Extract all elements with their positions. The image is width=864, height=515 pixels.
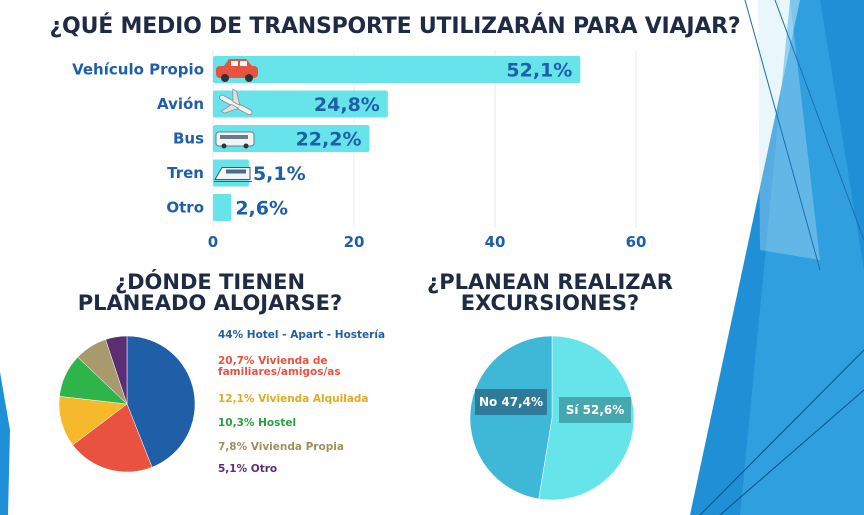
- airplane-icon: [219, 88, 253, 116]
- bar: [213, 56, 581, 83]
- pie-value-box: [559, 397, 631, 423]
- excursions-subtitle: ¿PLANEAN REALIZAR EXCURSIONES?: [400, 272, 700, 314]
- excursion-slice: [469, 335, 553, 500]
- bg-line: [719, 389, 864, 515]
- x-tick-label: 0: [208, 233, 218, 251]
- legend-item-hostel: 10,3% Hostel: [218, 417, 297, 429]
- category-label: Avión: [157, 95, 204, 113]
- lodging-slice: [72, 403, 153, 473]
- lodging-subtitle-line2: PLANEADO ALOJARSE?: [77, 291, 343, 315]
- value-label: 24,8%: [314, 94, 380, 116]
- legend-item-family-line1: 20,7% Vivienda de: [218, 355, 328, 367]
- lodging-slice: [126, 335, 196, 468]
- bg-line: [699, 349, 864, 515]
- value-label: 2,6%: [235, 198, 288, 220]
- category-label: Vehículo Propio: [72, 61, 204, 79]
- value-label: 52,1%: [506, 60, 572, 82]
- bar: [213, 90, 388, 118]
- value-label: 5,1%: [253, 163, 306, 185]
- category-label: Bus: [173, 130, 204, 148]
- bar: [213, 194, 232, 221]
- legend-item-other: 5,1% Otro: [218, 463, 278, 475]
- pie-value-label: Sí 52,6%: [566, 403, 625, 417]
- bg-shape-left: [0, 372, 10, 515]
- x-tick-label: 60: [626, 233, 647, 251]
- bg-line: [744, 0, 821, 271]
- legend-item-own: 7,8% Vivienda Propia: [218, 441, 344, 453]
- lodging-subtitle-line1: ¿DÓNDE TIENEN: [114, 270, 306, 294]
- x-tick-label: 40: [485, 233, 506, 251]
- lodging-slice: [105, 335, 128, 405]
- car-icon: [216, 59, 258, 82]
- bus-icon: [215, 131, 255, 149]
- pie-value-box: [475, 389, 547, 415]
- value-label: 22,2%: [296, 129, 362, 151]
- pie-value-label: No 47,4%: [479, 395, 543, 409]
- category-label: Tren: [167, 164, 204, 182]
- category-label: Otro: [166, 199, 204, 217]
- excursions-subtitle-line2: EXCURSIONES?: [460, 291, 640, 315]
- legend-item-hotel: 44% Hotel - Apart - Hostería: [218, 329, 386, 341]
- legend-item-family-line2: familiares/amigos/as: [218, 366, 341, 378]
- train-icon: [214, 167, 252, 182]
- legend-item-family: 20,7% Vivienda de familiares/amigos/as: [218, 356, 341, 378]
- legend-item-rented: 12,1% Vivienda Alquilada: [218, 393, 369, 405]
- bg-shape-arrow: [758, 0, 820, 260]
- excursions-subtitle-line1: ¿PLANEAN REALIZAR: [427, 270, 673, 294]
- page-title: ¿QUÉ MEDIO DE TRANSPORTE UTILIZARÁN PARA…: [49, 14, 741, 39]
- bg-shape-right-light: [740, 0, 864, 515]
- x-tick-label: 20: [344, 233, 365, 251]
- lodging-subtitle: ¿DÓNDE TIENEN PLANEADO ALOJARSE?: [60, 272, 360, 314]
- bg-line: [774, 0, 864, 241]
